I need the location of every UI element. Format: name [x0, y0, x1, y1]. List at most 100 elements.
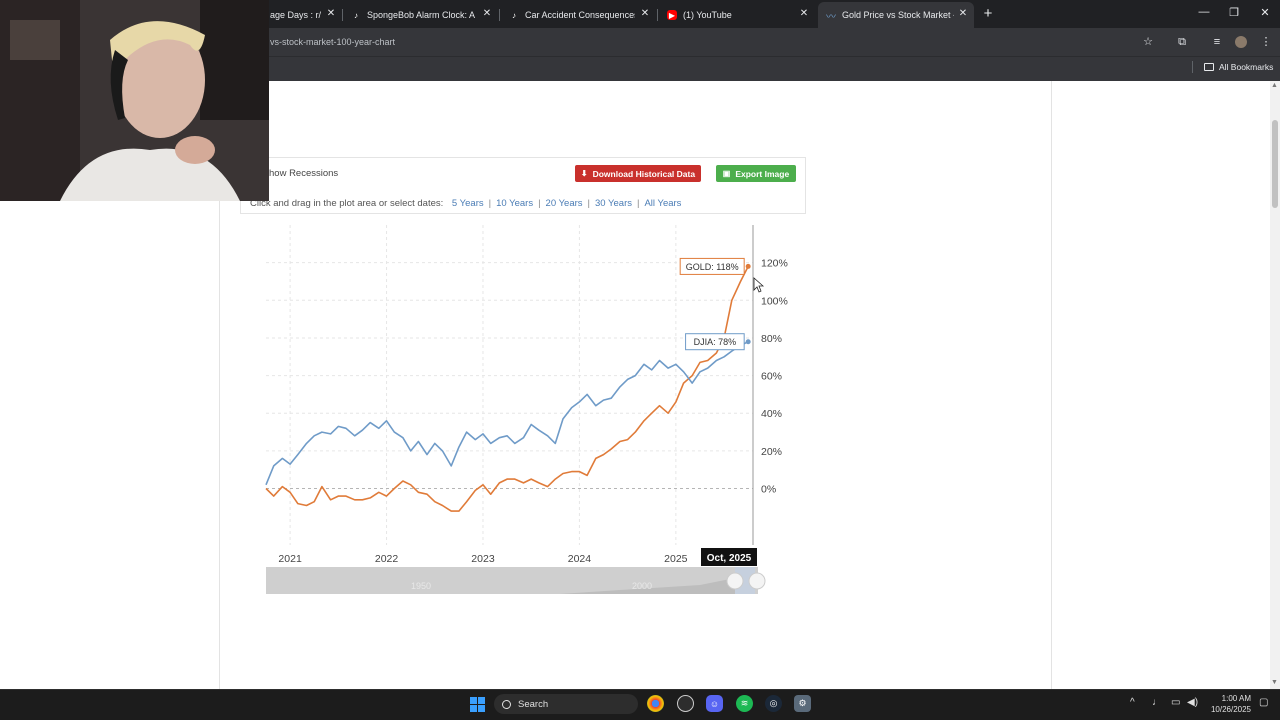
- image-icon: ▣: [722, 169, 731, 178]
- export-button-label: Export Image: [735, 168, 790, 179]
- tab-gold-vs-stock[interactable]: 〰 Gold Price vs Stock Market - 10 ✕: [818, 2, 974, 28]
- x-tick-label: 2025: [664, 553, 688, 565]
- scroll-up-icon[interactable]: ▲: [1271, 82, 1278, 89]
- x-tick-label: 2024: [568, 553, 592, 565]
- search-label: Search: [518, 698, 549, 710]
- y-tick-label: 60%: [761, 371, 782, 383]
- range-30-years[interactable]: 30 Years: [595, 198, 632, 209]
- x-tick-label: 2021: [278, 553, 302, 565]
- discord-icon[interactable]: ☺: [706, 695, 723, 712]
- notification-icon[interactable]: ▢: [1259, 697, 1269, 708]
- chart-controls-panel: [240, 157, 806, 214]
- profile-avatar[interactable]: [1235, 36, 1247, 48]
- volume-icon[interactable]: ◀): [1187, 697, 1199, 708]
- clock-time: 1:00 AM: [1221, 694, 1251, 703]
- series-line-djia: [265, 340, 749, 486]
- close-icon[interactable]: ✕: [640, 8, 650, 19]
- range-20-years[interactable]: 20 Years: [545, 198, 583, 209]
- settings-icon[interactable]: ⚙: [794, 695, 811, 712]
- series-end-label: DJIA: 78%: [694, 337, 737, 347]
- y-tick-label: 40%: [761, 408, 782, 420]
- taskbar-clock[interactable]: 1:00 AM 10/26/2025: [1205, 693, 1251, 715]
- close-icon[interactable]: ✕: [799, 8, 809, 19]
- tab-title: Car Accident Consequences: Wi: [525, 10, 635, 20]
- address-bar[interactable]: vs-stock-market-100-year-chart: [270, 37, 396, 47]
- youtube-icon: ▶: [667, 10, 677, 20]
- restore-icon[interactable]: ❐: [1229, 7, 1239, 19]
- tiktok-icon: ♪: [354, 10, 358, 20]
- webcam-overlay: [0, 0, 269, 201]
- windows-start-icon[interactable]: [470, 697, 485, 712]
- bookmarks-divider: [1192, 61, 1193, 73]
- y-tick-label: 120%: [761, 258, 788, 270]
- tab-reddit[interactable]: age Days : r/ ✕: [270, 4, 338, 26]
- microphone-icon[interactable]: ♩: [1152, 697, 1162, 708]
- navigator-label: 1950: [411, 581, 431, 591]
- series-end-point-djia: [745, 339, 751, 345]
- new-tab-button[interactable]: +: [983, 5, 993, 22]
- range-divider: |: [538, 198, 541, 209]
- y-tick-label: 20%: [761, 446, 782, 458]
- tray-chevron-icon[interactable]: ^: [1130, 697, 1135, 708]
- navigator-right-handle[interactable]: [748, 572, 766, 590]
- extensions-icon[interactable]: ⧉: [1178, 36, 1186, 48]
- tab-divider: [499, 9, 500, 21]
- tiktok-icon: ♪: [512, 10, 516, 20]
- range-divider: |: [488, 198, 492, 209]
- streamer-webcam-image: [0, 0, 269, 201]
- chrome-icon[interactable]: [647, 695, 664, 712]
- star-icon[interactable]: ☆: [1143, 36, 1153, 48]
- series-line-gold: [265, 266, 749, 512]
- range-all-years[interactable]: All Years: [644, 198, 682, 209]
- y-tick-label: 0%: [761, 484, 776, 496]
- y-tick-label: 100%: [761, 295, 788, 307]
- tab-youtube[interactable]: ▶ (1) YouTube ✕: [667, 4, 811, 26]
- tab-spongebob[interactable]: ♪ SpongeBob Alarm Clock: A Fun ✕: [351, 4, 494, 26]
- tab-title: SpongeBob Alarm Clock: A Fun: [367, 10, 475, 20]
- series-end-label-box: [679, 257, 745, 275]
- all-bookmarks-label: All Bookmarks: [1219, 62, 1274, 72]
- download-historical-data-button[interactable]: ⬇ Download Historical Data: [575, 165, 701, 182]
- scrollbar-thumb[interactable]: [1272, 120, 1278, 208]
- network-icon[interactable]: ▭: [1171, 697, 1181, 708]
- taskbar-search[interactable]: Search: [494, 694, 638, 714]
- scroll-down-icon[interactable]: ▼: [1271, 679, 1278, 686]
- mouse-cursor-icon: [753, 277, 765, 293]
- all-bookmarks-button[interactable]: All Bookmarks: [1204, 62, 1273, 72]
- spotify-icon[interactable]: ≋: [736, 695, 753, 712]
- navigator-series-area: [266, 578, 735, 594]
- close-icon[interactable]: ✕: [326, 8, 336, 19]
- windows-taskbar: [0, 689, 1280, 720]
- navigator-left-handle[interactable]: [726, 572, 744, 590]
- range-10-years[interactable]: 10 Years: [496, 198, 534, 209]
- clock-date: 10/26/2025: [1210, 705, 1251, 714]
- download-icon: ⬇: [580, 169, 588, 178]
- close-icon[interactable]: ✕: [958, 8, 968, 19]
- show-recessions-toggle[interactable]: how Recessions: [269, 168, 339, 179]
- close-window-icon[interactable]: ✕: [1260, 7, 1270, 19]
- export-image-button[interactable]: ▣ Export Image: [716, 165, 796, 182]
- content-column: [219, 81, 1052, 689]
- range-5-years[interactable]: 5 Years: [451, 198, 484, 209]
- x-tick-label: 2022: [375, 553, 399, 565]
- series-end-label-box: [685, 333, 745, 351]
- media-icon[interactable]: ≡: [1213, 36, 1221, 48]
- github-icon[interactable]: [677, 695, 694, 712]
- menu-icon[interactable]: ⋮: [1260, 36, 1272, 48]
- steam-icon[interactable]: ◎: [765, 695, 782, 712]
- chart-icon: 〰: [826, 11, 836, 23]
- tab-car-accident[interactable]: ♪ Car Accident Consequences: Wi ✕: [509, 4, 652, 26]
- download-button-label: Download Historical Data: [592, 168, 696, 179]
- tab-title: age Days : r/: [270, 10, 322, 20]
- tab-title: Gold Price vs Stock Market - 10: [842, 10, 954, 20]
- range-divider: |: [636, 198, 640, 209]
- cursor-date-label: Oct, 2025: [707, 553, 752, 564]
- date-prompt: Click and drag in the plot area or selec…: [250, 198, 444, 209]
- close-icon[interactable]: ✕: [482, 8, 492, 19]
- minimize-icon[interactable]: —: [1198, 6, 1210, 18]
- search-icon: [502, 699, 511, 709]
- x-tick-label: 2023: [471, 553, 495, 565]
- scrollbar[interactable]: [1270, 81, 1280, 689]
